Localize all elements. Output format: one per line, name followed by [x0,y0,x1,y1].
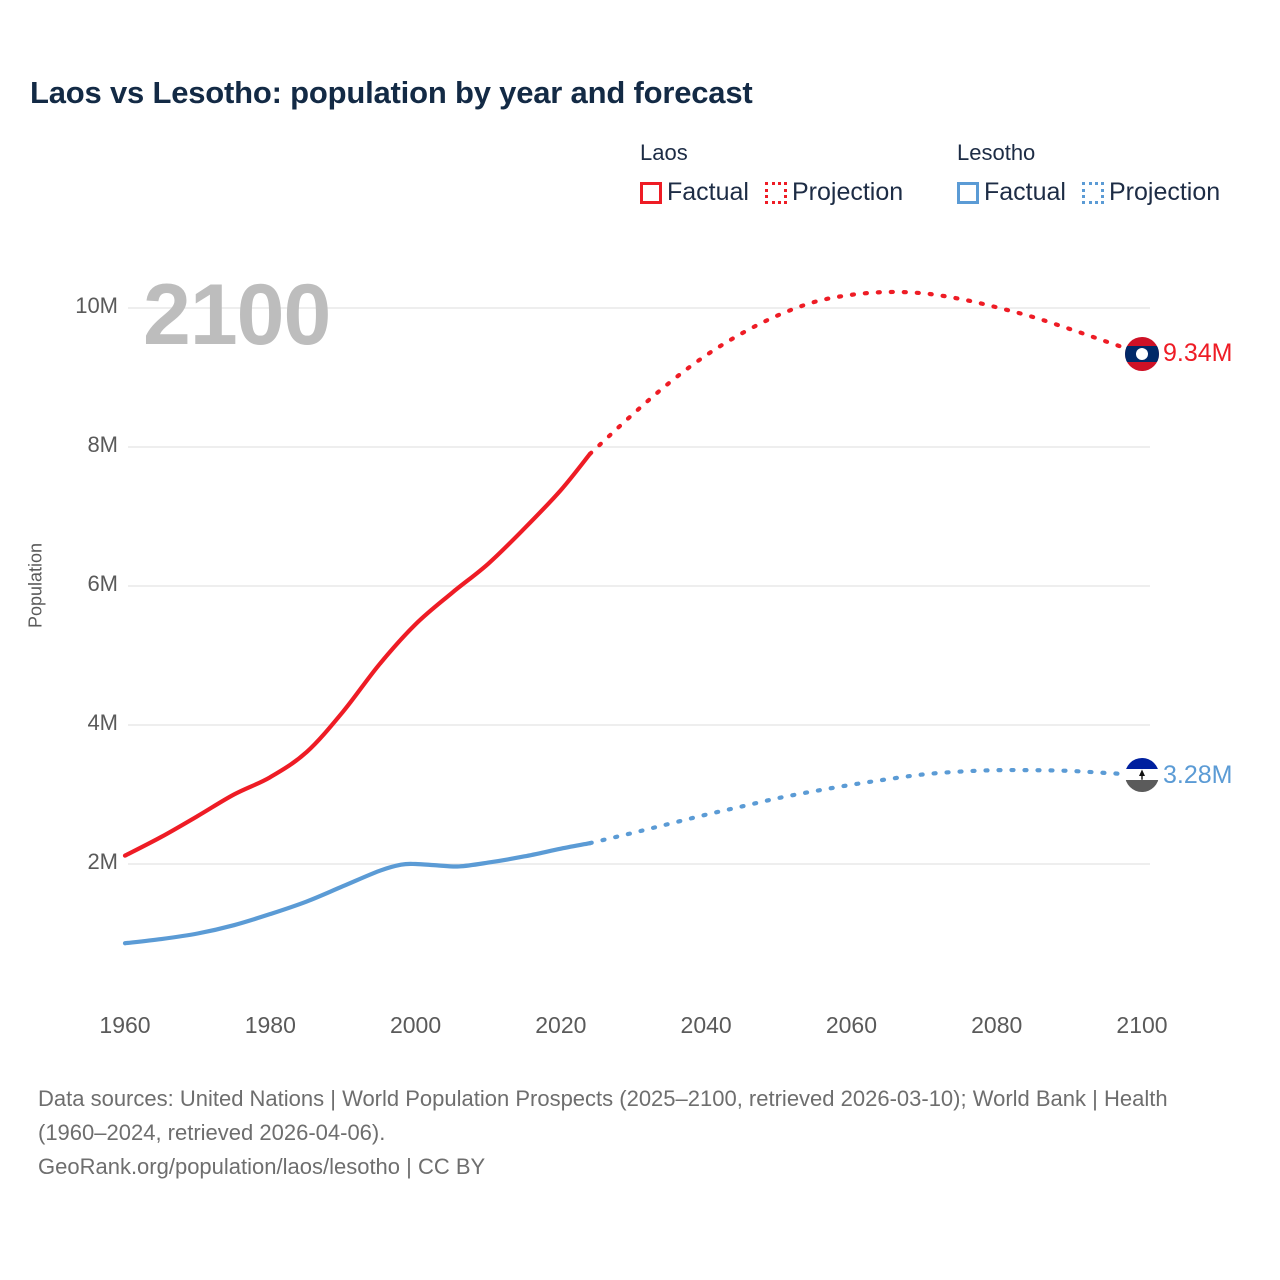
y-tick-label: 8M [87,432,118,457]
x-tick-label: 2100 [1116,1012,1168,1038]
legend-item-lesotho-projection[interactable]: Projection [1081,178,1221,207]
y-tick-label: 6M [87,571,118,596]
series-paths [122,289,1145,946]
legend-label-lesotho-projection: Projection [1108,178,1221,206]
footer-sources: Data sources: United Nations | World Pop… [38,1086,1168,1145]
legend-label-laos-factual: Factual [667,178,749,206]
chart-legend: Laos Factual Projection Lesotho Factual [640,140,1260,226]
legend-label-lesotho-factual: Factual [984,178,1066,206]
legend-swatch-solid-icon [957,181,979,204]
x-tick-label: 2060 [825,1012,878,1038]
legend-swatch-solid-icon [640,181,662,204]
series-line-laos-projection [587,289,1145,457]
x-tick-label: 2040 [680,1012,732,1038]
x-tick-label: 1980 [244,1012,296,1038]
series-line-laos-factual [122,451,593,858]
legend-group-lesotho: Lesotho Factual Projection [957,140,1220,207]
y-tick-label: 2M [87,849,118,874]
legend-group-laos: Laos Factual Projection [640,140,903,207]
legend-item-laos-factual[interactable]: Factual [640,178,749,207]
x-axis-ticks: 1960 1980 2000 2020 2040 2060 2080 2100 [0,1012,1280,1052]
year-watermark: 2100 [143,267,331,363]
lesotho-flag-icon [1125,758,1159,793]
end-marker-laos[interactable]: 9.34M [1125,336,1233,371]
plot-area: 2100 Population 2M 4M 6M 8M 10M 1960 1980 2000… [0,0,1280,1060]
legend-country-laos: Laos [640,140,688,165]
x-tick-label: 2080 [971,1012,1023,1038]
legend-label-laos-projection: Projection [791,178,904,206]
footer-attribution: GeoRank.org/population/laos/lesotho | CC… [38,1154,486,1179]
x-tick-label: 2000 [389,1012,442,1038]
series-line-lesotho-projection [587,767,1145,846]
y-axis-ticks: 2M 4M 6M 8M 10M [0,0,118,1060]
series-line-lesotho-factual [122,841,593,946]
legend-swatch-dotted-icon [1081,181,1104,204]
end-marker-lesotho[interactable]: 3.28M [1125,758,1233,793]
footer: Data sources: United Nations | World Pop… [38,1082,1238,1184]
series-canvas [122,289,1150,946]
legend-item-laos-projection[interactable]: Projection [764,178,904,207]
laos-flag-icon [1125,336,1159,371]
lesotho-value-label: 3.28M [1163,760,1233,789]
legend-item-lesotho-factual[interactable]: Factual [957,178,1066,207]
y-tick-label: 10M [75,293,118,318]
x-tick-label: 1960 [99,1012,151,1038]
laos-value-label: 9.34M [1163,339,1233,368]
legend-country-lesotho: Lesotho [957,140,1036,165]
legend-swatch-dotted-icon [764,181,787,204]
x-tick-label: 2020 [535,1012,587,1038]
y-tick-label: 4M [87,710,118,735]
gridlines [128,307,1150,865]
page-title: Laos vs Lesotho: population by year and … [30,75,753,110]
